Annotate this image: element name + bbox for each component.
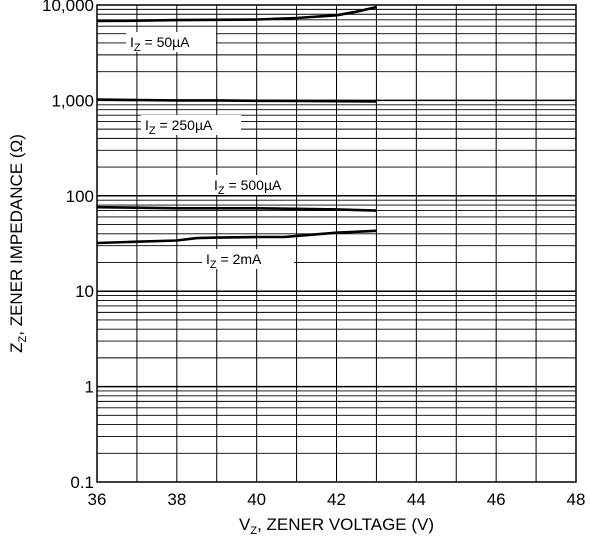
series-label-backdrop <box>141 115 241 135</box>
chart-grid <box>96 5 577 482</box>
y-tick-label: 10 <box>75 282 94 301</box>
series-label-backdrop <box>126 32 216 52</box>
x-tick-label: 40 <box>247 490 266 509</box>
series-label-backdrop <box>210 175 296 195</box>
y-tick-label: 100 <box>66 187 94 206</box>
y-axis-label: ZZ, ZENER IMPEDANCE (Ω) <box>7 134 29 353</box>
plot-frame <box>96 4 577 483</box>
y-tick-label: 1,000 <box>51 91 94 110</box>
series-label: IZ = 500µA <box>214 177 282 197</box>
series-line <box>96 98 377 103</box>
x-axis-label: VZ, ZENER VOLTAGE (V) <box>239 515 434 537</box>
y-tick-label: 0.1 <box>70 473 94 492</box>
x-tick-label: 48 <box>567 490 586 509</box>
series-line <box>96 205 377 212</box>
series-line <box>96 229 377 245</box>
y-tick-labels: 0.1 1 10 100 1,000 10,000 <box>42 0 94 492</box>
series-lines <box>96 5 377 245</box>
series-label-backdrop <box>202 249 294 269</box>
x-tick-label: 36 <box>88 490 107 509</box>
x-tick-label: 42 <box>327 490 346 509</box>
y-tick-label: 10,000 <box>42 0 94 15</box>
x-tick-label: 44 <box>407 490 426 509</box>
series-label: IZ = 250µA <box>145 117 213 137</box>
x-tick-labels: 36 38 40 42 44 46 48 <box>88 490 586 509</box>
y-tick-label: 1 <box>85 378 94 397</box>
series-line <box>96 5 377 23</box>
series-labels: IZ = 50µA IZ = 250µA IZ = 500µA IZ = 2mA <box>126 32 296 271</box>
x-tick-label: 38 <box>167 490 186 509</box>
series-label: IZ = 2mA <box>206 251 262 271</box>
x-tick-label: 46 <box>487 490 506 509</box>
series-label: IZ = 50µA <box>130 34 190 54</box>
